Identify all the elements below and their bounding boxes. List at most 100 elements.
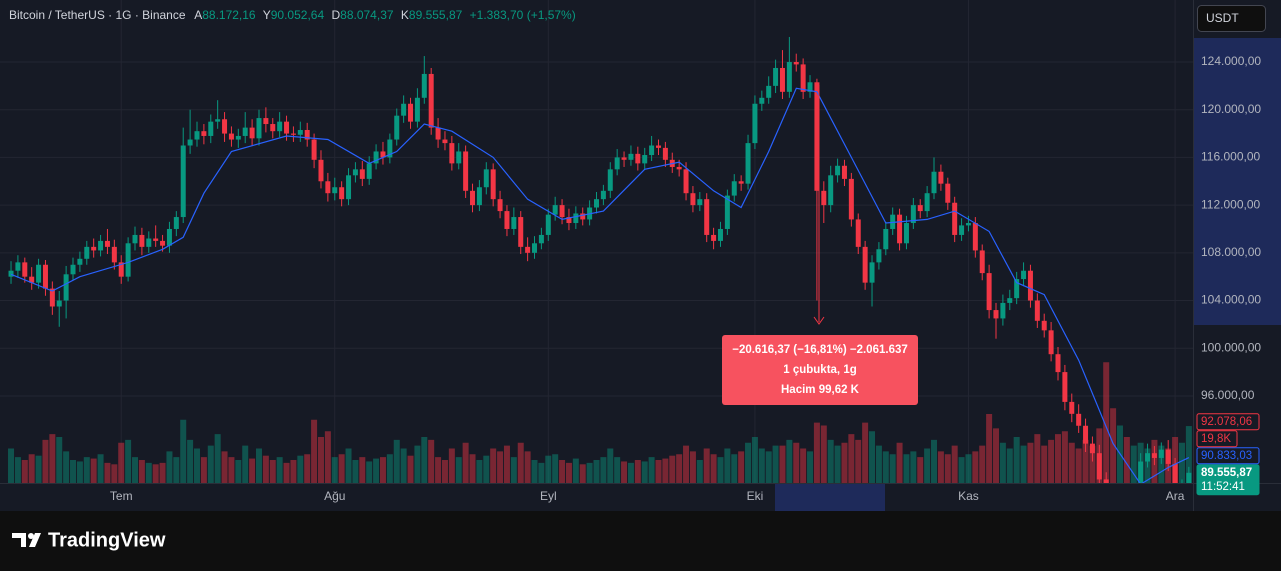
candles [8, 36, 1192, 483]
volume-bar [111, 464, 118, 483]
ohlc-key: K [401, 8, 409, 22]
candle-body [917, 205, 923, 212]
candle-body [70, 264, 76, 275]
candle-body [931, 171, 937, 194]
candle-body [814, 82, 820, 191]
symbol: Bitcoin / TetherUS · 1G · Binance A88.17… [9, 8, 576, 22]
candle-body [1145, 453, 1151, 462]
volume-bar [104, 462, 111, 483]
volume-bar [214, 434, 221, 483]
volume-bar [565, 462, 572, 483]
volume-bar [800, 448, 807, 483]
price-label: 92.078,06 [1201, 416, 1252, 428]
candle-body [125, 243, 131, 277]
candle-body [545, 214, 551, 235]
volume-bar [193, 448, 200, 483]
currency-button[interactable]: USDT [1197, 5, 1266, 32]
candle-body [318, 159, 324, 182]
currency-button-frame[interactable] [1197, 5, 1266, 32]
volume-bar [965, 454, 972, 483]
candle-body [346, 175, 352, 200]
candle-body [208, 121, 214, 136]
x-tick-label: Kas [958, 489, 979, 503]
volume-bar [662, 458, 669, 483]
volume-bar [221, 451, 228, 483]
volume-bar [614, 457, 621, 483]
price-label: 90.833,03 [1201, 450, 1252, 462]
candle-body [1096, 453, 1102, 480]
candle-body [222, 119, 228, 134]
candle-body [704, 199, 710, 235]
volume-bar [882, 451, 889, 483]
candle-body [483, 169, 489, 188]
candle-body [22, 262, 28, 277]
candle-body [394, 115, 400, 140]
candle-body [201, 131, 207, 136]
candle-body [600, 190, 606, 200]
volume-bar [738, 451, 745, 483]
candle-body [841, 165, 847, 179]
candle-body [98, 240, 104, 251]
candle-body [256, 118, 262, 139]
volume-bar [145, 462, 152, 483]
candle-body [325, 181, 331, 194]
candle-body [1151, 453, 1157, 458]
candle-body [1007, 298, 1013, 303]
candle-body [29, 276, 35, 283]
volume-bar [545, 455, 552, 483]
volume-bar [125, 439, 132, 483]
candle-body [869, 262, 875, 283]
candle-body [566, 217, 572, 224]
volume-bar [14, 457, 21, 483]
candle-body [263, 118, 269, 125]
candle-body [683, 169, 689, 194]
volume-bar [76, 461, 83, 483]
candle-body [352, 169, 358, 176]
candle-body [945, 183, 951, 203]
candle-body [1076, 413, 1082, 426]
volume-bar [1089, 445, 1096, 483]
volume-bar [228, 457, 235, 483]
candle-body [745, 143, 751, 184]
candle-body [1138, 461, 1144, 483]
volume-bar [1006, 448, 1013, 483]
candle-body [132, 234, 138, 244]
candle-body [380, 151, 386, 158]
currency-label[interactable]: USDT [1206, 11, 1239, 25]
candle-body [711, 234, 717, 241]
candle-body [965, 223, 971, 226]
volume-bar [648, 457, 655, 483]
candle-body [952, 202, 958, 235]
y-tick-label: 112.000,00 [1201, 197, 1260, 211]
volume-bar [28, 454, 35, 483]
volume-bar [276, 457, 283, 483]
volume-bar [435, 457, 442, 483]
candle-body [779, 67, 785, 92]
volume-bar [235, 460, 242, 483]
volume-bar [517, 442, 524, 483]
candle-body [731, 181, 737, 196]
volume-bar [944, 454, 951, 483]
measure-arrow-head [813, 316, 825, 325]
volume-bar [986, 414, 993, 483]
candle-body [1172, 463, 1178, 483]
volume-bar [283, 462, 290, 483]
volume-bar [751, 437, 758, 483]
candle-body [160, 240, 166, 246]
volume-bar [531, 460, 538, 483]
ohlc-value: 88.074,37 [340, 8, 394, 22]
volume-bar [118, 442, 125, 483]
volume-bar [249, 458, 256, 483]
volume-bar [8, 448, 15, 483]
candle-body [56, 300, 62, 307]
volume-bar [745, 442, 752, 483]
candle-body [518, 217, 524, 247]
candle-body [938, 171, 944, 184]
candle-body [690, 193, 696, 206]
candle-body [1021, 270, 1027, 280]
x-tick-label: Ağu [324, 489, 345, 503]
volume-bar [441, 460, 448, 483]
volume-bar [862, 422, 869, 483]
candle-body [290, 133, 296, 135]
